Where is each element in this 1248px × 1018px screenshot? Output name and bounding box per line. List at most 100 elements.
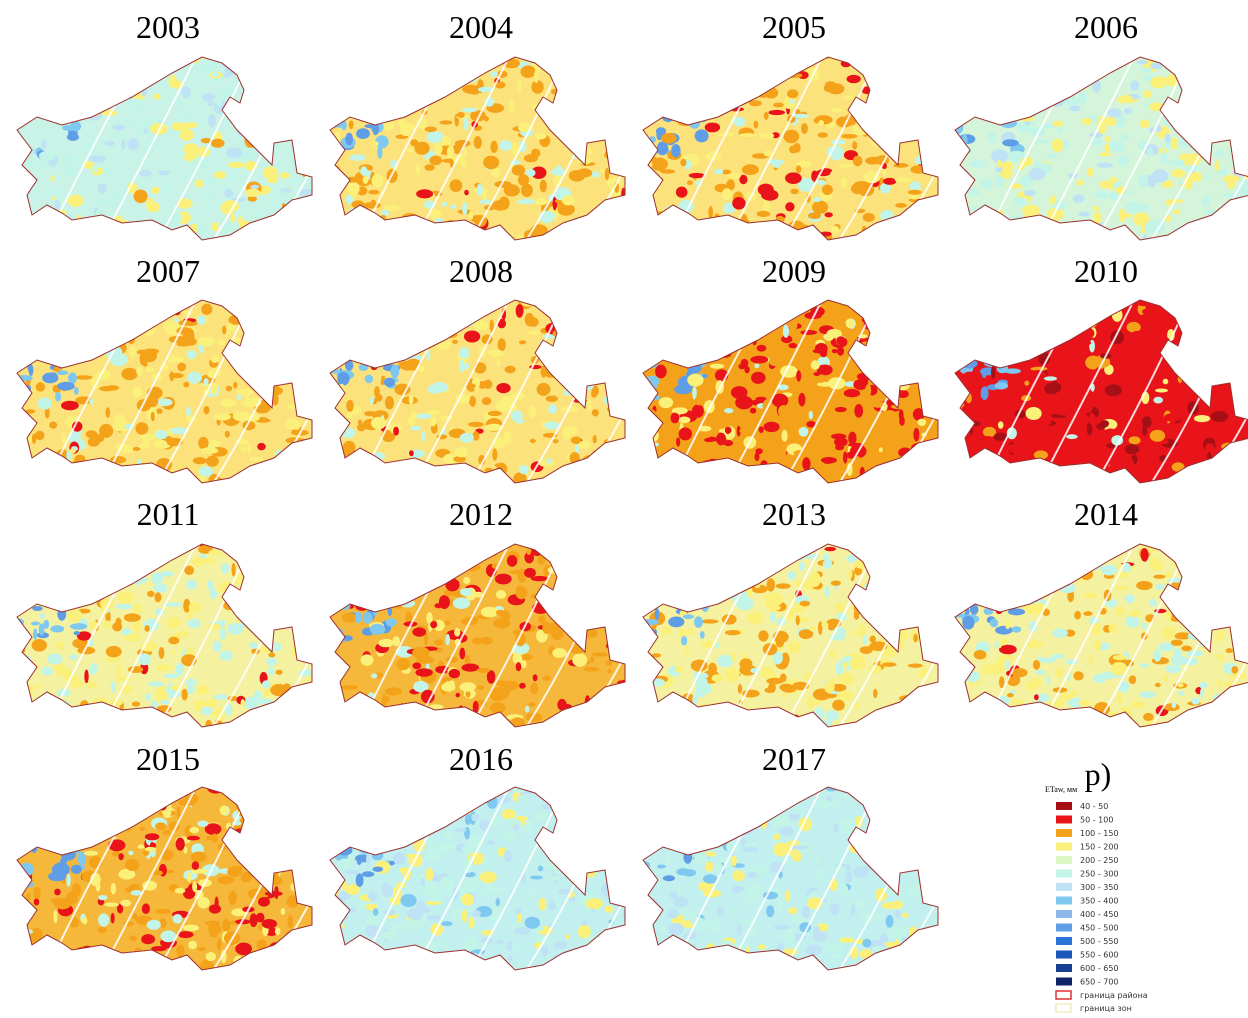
map-patch [121, 139, 125, 150]
map-patch [259, 125, 274, 131]
map-patch [1003, 322, 1013, 330]
map-patch [668, 959, 682, 967]
map-patch [464, 655, 470, 664]
map [942, 293, 1248, 493]
map-patch [377, 355, 390, 362]
map-patch [909, 573, 921, 583]
map-patch [825, 944, 836, 953]
map-patch [668, 909, 680, 918]
map-patch [49, 422, 57, 429]
map-patch [576, 817, 587, 826]
map-patch [391, 580, 403, 586]
map-patch [569, 170, 586, 181]
map-patch [296, 598, 313, 605]
map-patch [636, 897, 649, 910]
map-patch [419, 463, 423, 474]
map-patch [977, 584, 992, 589]
map-patch [1084, 712, 1091, 716]
map-patch [1022, 563, 1039, 575]
map-patch [887, 553, 894, 563]
map-patch [550, 233, 564, 245]
map-patch [252, 962, 265, 970]
map-patch [687, 350, 704, 354]
map-patch [119, 958, 135, 971]
map-patch [911, 443, 926, 453]
map-patch [182, 543, 191, 550]
legend-label: 150 - 200 [1080, 843, 1119, 852]
map-patch [583, 591, 592, 602]
map-patch [421, 431, 425, 442]
map-patch [735, 785, 747, 789]
map-patch [468, 422, 484, 427]
map-patch [862, 939, 871, 948]
map-patch [326, 140, 335, 149]
map-patch [309, 840, 322, 850]
map-patch [356, 873, 364, 887]
map-patch [687, 180, 693, 185]
map-patch [112, 851, 119, 857]
map-patch [982, 368, 987, 378]
map-patch [1111, 142, 1126, 152]
map-patch [70, 71, 77, 84]
map-patch [63, 54, 68, 65]
map-patch [1100, 420, 1109, 427]
map-patch [46, 551, 52, 563]
map-patch [241, 357, 246, 361]
map-patch [59, 584, 65, 597]
map-patch [573, 323, 588, 328]
map-patch [300, 688, 317, 694]
map-patch [909, 843, 919, 850]
map-patch [911, 165, 927, 173]
map-patch [1062, 313, 1078, 323]
map-patch [394, 473, 404, 484]
map-patch [567, 713, 581, 719]
map-patch [754, 364, 759, 369]
map-patch [930, 626, 939, 631]
map-patch [895, 432, 901, 442]
map-patch [357, 424, 366, 432]
map-patch [321, 810, 333, 821]
map-patch [310, 940, 317, 951]
map-patch [1027, 640, 1043, 648]
map-patch [416, 783, 430, 796]
map-patch [292, 447, 297, 453]
map-patch [197, 685, 209, 695]
map-patch [489, 704, 497, 710]
map-patch [86, 109, 102, 121]
map-patch [372, 122, 379, 136]
map-patch [708, 477, 721, 487]
map-patch [930, 803, 947, 815]
map-patch [428, 74, 435, 79]
map-patch [385, 98, 401, 110]
map [943, 536, 1248, 737]
map-patch [1031, 460, 1039, 468]
map-patch [188, 619, 201, 628]
map-patch [309, 941, 324, 946]
map-patch [525, 917, 540, 929]
map-patch [297, 144, 312, 156]
map-patch [665, 551, 672, 556]
map-patch [667, 598, 679, 603]
map-patch [252, 576, 261, 587]
map-patch [884, 942, 900, 948]
map-patch [560, 377, 573, 389]
map-patch [54, 585, 67, 591]
map-patch [613, 560, 631, 570]
map-patch [239, 141, 246, 150]
map-patch [10, 188, 18, 201]
map-patch [582, 374, 597, 383]
map-patch [325, 294, 333, 305]
map-patch [267, 718, 281, 726]
map-patch [445, 578, 459, 591]
map-patch [802, 906, 811, 919]
map-patch [900, 814, 915, 826]
map-patch [738, 684, 742, 694]
map-patch [664, 475, 676, 481]
map-patch [680, 232, 697, 239]
map-patch [333, 351, 345, 355]
map-patch [877, 94, 894, 98]
map-patch [930, 216, 935, 228]
map-patch [455, 140, 471, 147]
map-patch [604, 150, 614, 159]
map-patch [41, 354, 53, 359]
